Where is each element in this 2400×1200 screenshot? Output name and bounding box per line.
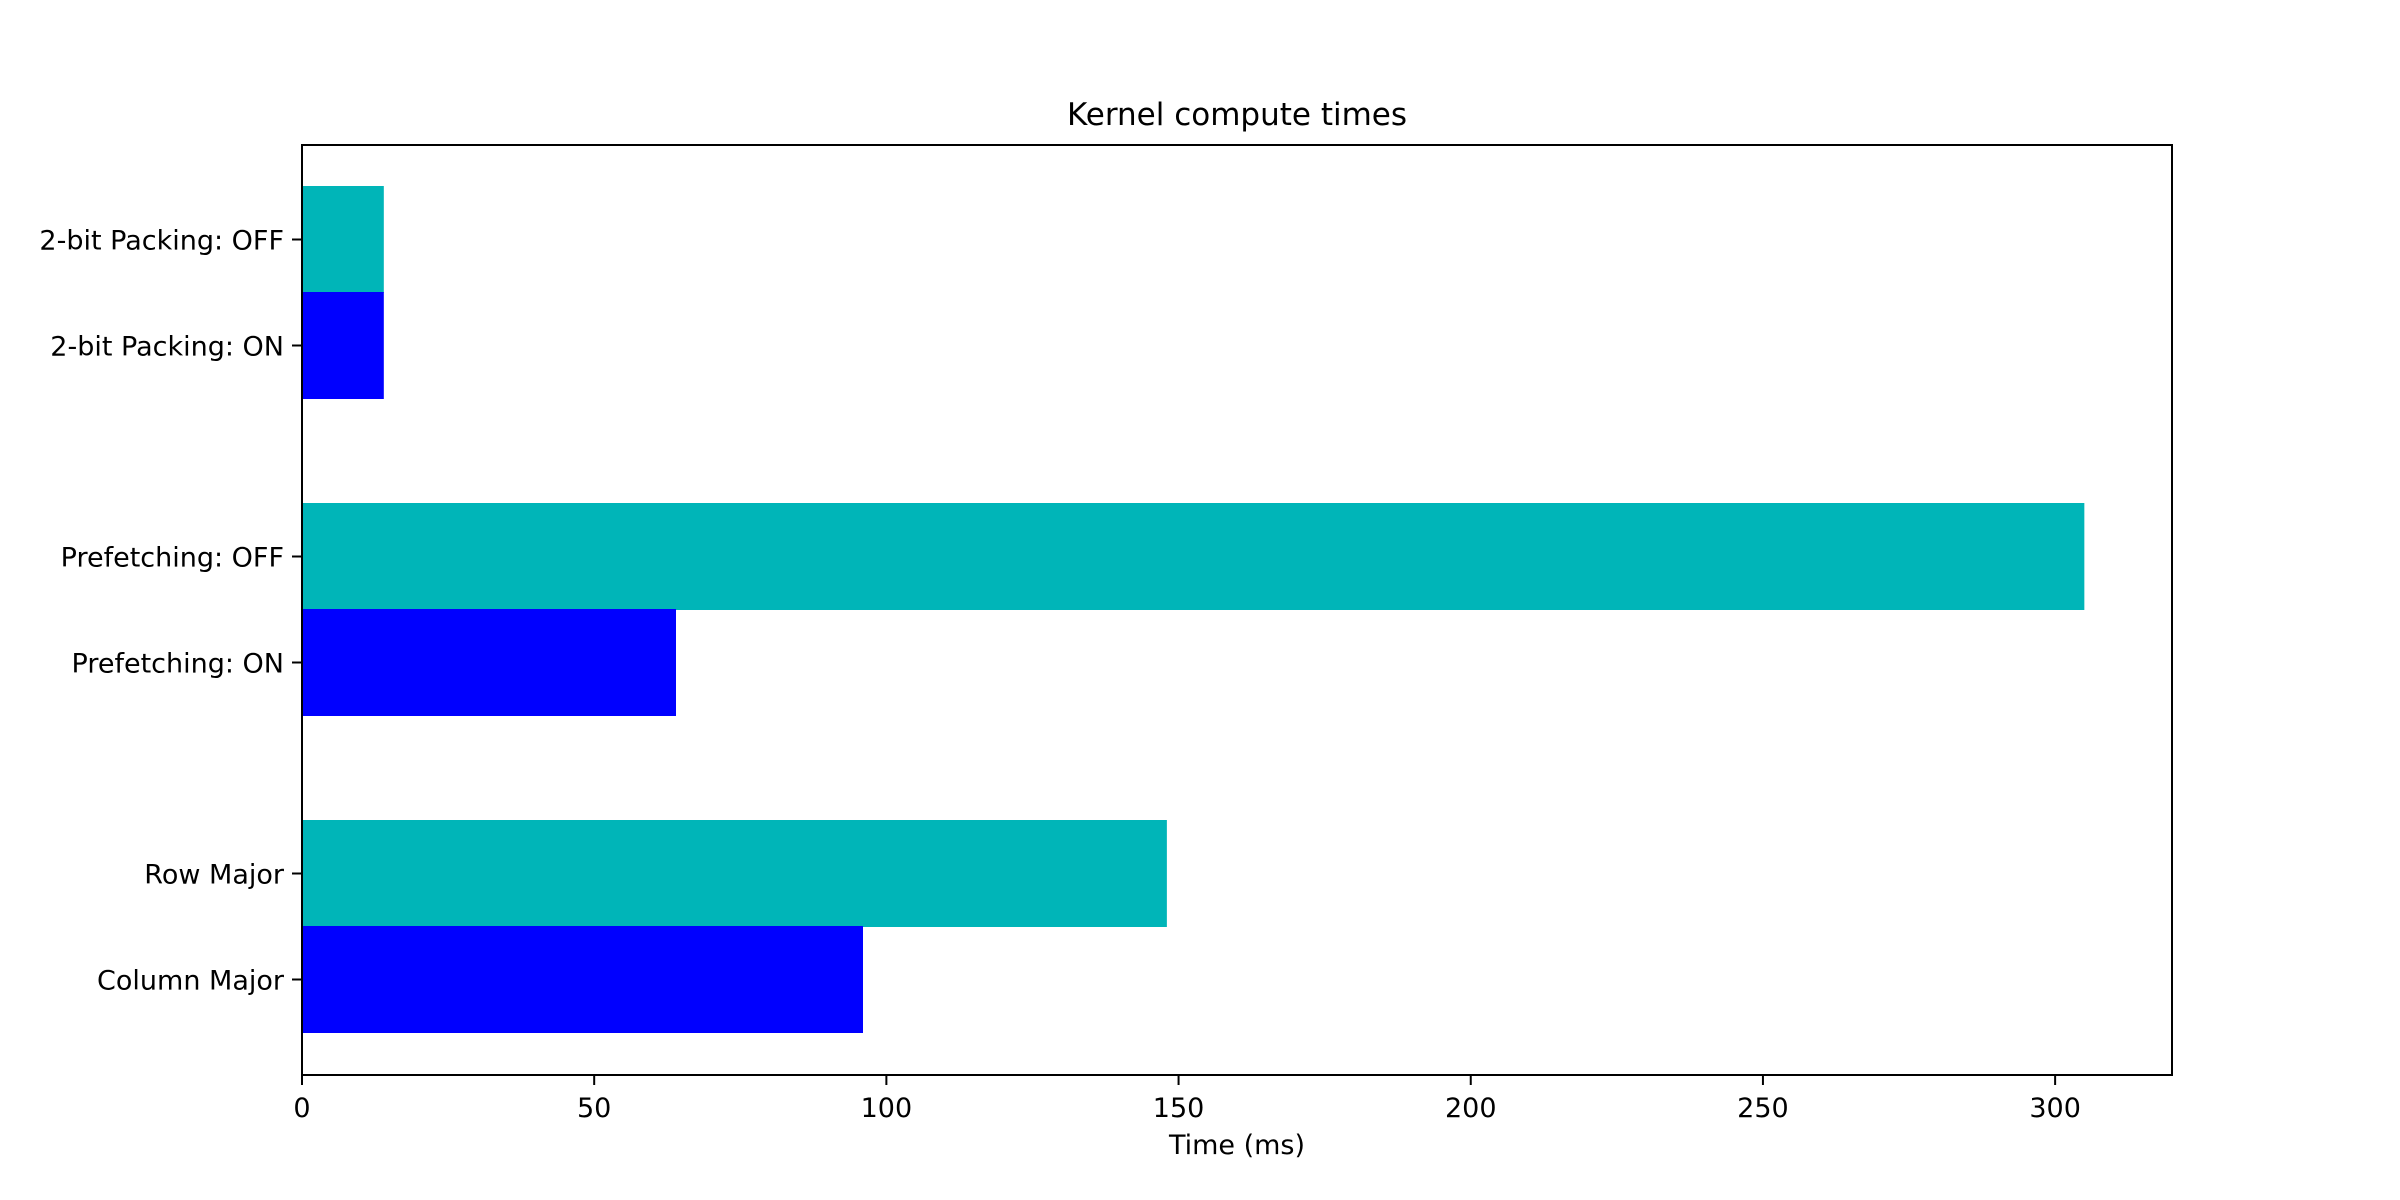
y-axis-ticks: 2-bit Packing: OFF 2-bit Packing: ON Prefe… (39, 226, 302, 997)
bar-column-major (302, 926, 863, 1033)
x-tick-label: 100 (861, 1093, 913, 1124)
bar-2-bit-packing-off (302, 186, 384, 293)
y-tick-label: Row Major (144, 860, 285, 891)
bar-2-bit-packing-on (302, 292, 384, 399)
x-tick-label: 150 (1153, 1093, 1205, 1124)
y-tick-label: Prefetching: ON (72, 649, 284, 680)
x-tick-label: 250 (1737, 1093, 1789, 1124)
y-tick-label: Column Major (97, 966, 285, 997)
bar-row-major (302, 820, 1167, 927)
y-tick-label: 2-bit Packing: ON (50, 332, 284, 363)
x-tick-label: 0 (293, 1093, 310, 1124)
x-tick-label: 50 (577, 1093, 611, 1124)
bar-prefetching-on (302, 609, 676, 716)
x-tick-label: 300 (2029, 1093, 2081, 1124)
plot-frame (301, 144, 2173, 1076)
x-axis-label: Time (ms) (1168, 1130, 1305, 1161)
x-tick-label: 200 (1445, 1093, 1497, 1124)
y-tick-label: Prefetching: OFF (61, 543, 284, 574)
x-axis-ticks: 0 50 100 150 200 250 300 (293, 1075, 2081, 1124)
bars-layer (302, 186, 2085, 1033)
bar-prefetching-off (302, 503, 2085, 610)
y-tick-label: 2-bit Packing: OFF (39, 226, 284, 257)
chart-title: Kernel compute times (1067, 97, 1407, 133)
